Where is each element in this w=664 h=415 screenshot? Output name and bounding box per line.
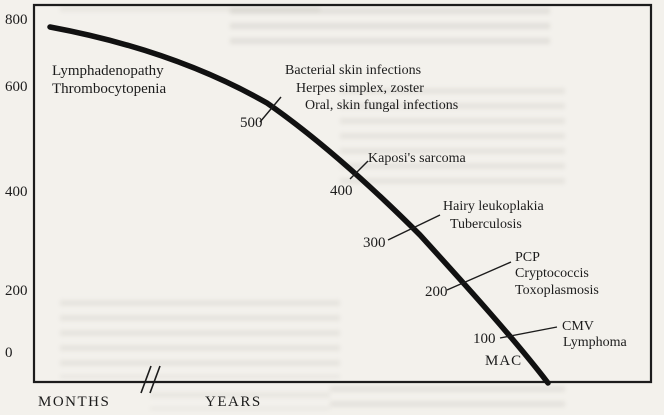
annotation-cryptococcis: Cryptococcis	[515, 266, 589, 281]
curve-value-300: 300	[363, 235, 386, 251]
axis-break-slash	[140, 365, 152, 394]
y-axis-tick-200: 200	[5, 283, 28, 299]
leader-line-400	[349, 160, 369, 180]
y-axis-tick-400: 400	[5, 184, 28, 200]
y-axis-tick-600: 600	[5, 79, 28, 95]
annotation-oral-skin-fungal-infections: Oral, skin fungal infections	[305, 98, 459, 113]
leader-line-300	[387, 214, 441, 241]
y-axis-tick-800: 800	[5, 12, 28, 28]
annotation-lymphoma: Lymphoma	[563, 335, 627, 350]
leader-line-200	[446, 261, 512, 291]
y-axis-tick-0: 0	[5, 345, 13, 361]
annotation-mac: MAC	[485, 353, 523, 369]
annotation-bacterial-skin-infections: Bacterial skin infections	[285, 63, 422, 78]
annotation-herpes-simplex-zoster: Herpes simplex, zoster	[296, 81, 424, 96]
curve-value-200: 200	[425, 284, 448, 300]
annotation-hairy-leukoplakia: Hairy leukoplakia	[443, 199, 544, 214]
x-axis-label-months: MONTHS	[38, 394, 111, 410]
curve-value-100: 100	[473, 331, 496, 347]
axis-break-slash	[149, 365, 161, 394]
annotation-tuberculosis: Tuberculosis	[450, 217, 522, 232]
x-axis-label-years: YEARS	[205, 394, 262, 410]
plot-frame	[32, 3, 653, 384]
leader-line-500	[259, 96, 282, 123]
annotation-cmv: CMV	[562, 319, 594, 334]
annotation-thrombocytopenia: Thrombocytopenia	[52, 81, 167, 97]
annotation-lymphadenopathy: Lymphadenopathy	[52, 63, 164, 79]
annotation-toxoplasmosis: Toxoplasmosis	[515, 283, 599, 298]
annotation-kaposis-sarcoma: Kaposi's sarcoma	[368, 151, 466, 166]
curve-value-400: 400	[330, 183, 353, 199]
annotation-pcp: PCP	[515, 250, 540, 265]
leader-line-100	[499, 326, 558, 339]
cd4-curve	[47, 24, 551, 386]
curve-value-500: 500	[240, 115, 263, 131]
